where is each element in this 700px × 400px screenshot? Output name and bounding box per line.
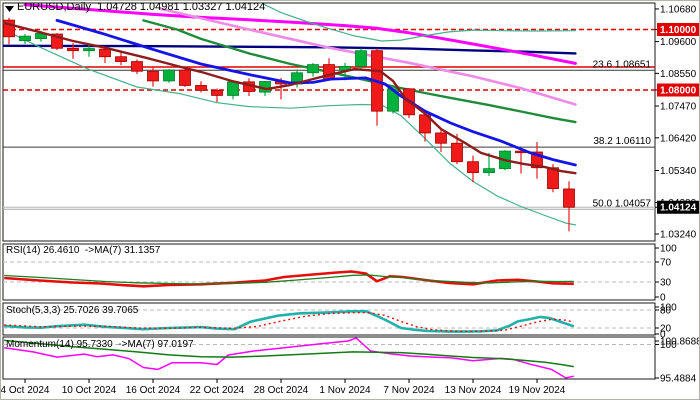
price-axis-label: 1.03240 [660,229,697,240]
fib-label: 50.0 1.04057 [593,198,652,209]
momentum-scale-label: 100 [660,340,677,351]
price-axis-label: 1.10680 [660,4,697,15]
candle-bull [307,64,319,74]
candle-bear [531,151,543,169]
candle-bull [355,50,367,67]
price-axis-label: 1.06420 [660,133,697,144]
ma-maroon [3,21,577,175]
date-axis-label: 16 Oct 2024 [126,385,181,396]
candle-bear [435,132,447,144]
rsi-ma-line [4,274,574,285]
candle-bear [179,69,191,86]
momentum-scale-label: 100.8688 [660,337,700,348]
main-chart-pane[interactable] [2,2,656,242]
stoch-main-line [4,309,575,333]
date-axis-label: 22 Oct 2024 [190,385,245,396]
candle-bull [227,81,239,96]
alert-price-label [657,83,699,97]
momentum-ma-line [4,339,574,368]
date-axis-label: 10 Oct 2024 [62,385,117,396]
fib-label: 38.2 1.06110 [593,136,651,147]
time-axis: 4 Oct 2024 10 Oct 2024 16 Oct 2024 22 Oct 2… [1,379,566,396]
momentum-pane-label: Momentum(14) 95.7330 ->MA(7) 97.0197 [6,339,194,350]
stochastic-pane-label: Stoch(5,3,3) 25.7026 39.7065 [6,304,139,316]
price-axis-label: 1.07470 [660,102,697,113]
candle-bear [563,188,575,208]
symbol-menu-icon[interactable] [4,5,16,13]
ma-blue [55,18,577,167]
current-price-label [657,200,699,214]
rsi-pane-label: RSI(14) 26.4610 ->MA(7) 31.1357 [6,245,161,256]
candle-bear [147,70,159,82]
candle-bull [19,35,31,42]
candle-bear [3,19,15,38]
rsi-scale-label: 30 [660,278,672,289]
price-axis-label: 1.09600 [660,37,697,48]
stochastic-scale-label: 100 [660,303,677,314]
price-axis-label-boxed: 1.08000 [660,86,697,97]
candle-bear [51,33,63,49]
stochastic-scale-label: 20 [660,324,672,335]
candle-bear [115,56,127,62]
stochastic-plot-group [3,309,655,333]
momentum-plot-group [3,337,655,379]
date-axis-label: 28 Oct 2024 [254,385,309,396]
candle-bear [547,167,559,190]
candle-bear [131,61,143,72]
candle-bull [83,48,95,52]
stochastic-scale-label: 0 [660,330,666,341]
date-axis-label: 7 Nov 2024 [383,385,435,396]
price-axis-label: 1.08550 [660,69,697,80]
rsi-scale-label: 0 [660,293,666,304]
ma-pink [159,7,577,106]
chart-title: EURUSD,Daily 1.04728 1.04981 1.03327 1.0… [17,1,266,13]
fib-label: 23.6 1.08651 [593,59,652,70]
stochastic-pane[interactable] [2,302,656,336]
ma-magenta [23,3,577,65]
stochastic-scale-label: 80 [660,306,672,317]
main-plot-group: 23.6 1.08651 38.2 1.06110 50.0 1.04057 [3,3,655,232]
rsi-scale-label: 100 [660,244,677,255]
price-axis: 1.10680 1.09600 1.08550 1.07470 1.06420 1.053… [655,4,699,240]
date-axis-label: 4 Oct 2024 [1,385,50,396]
candle-bear [211,89,223,96]
momentum-scale-label: 95.4884 [660,374,697,385]
candle-bear [451,142,463,163]
date-axis-label: 1 Nov 2024 [319,385,371,396]
rsi-plot-group [3,261,655,288]
rsi-scale-label: 70 [660,258,672,269]
candle-bear [323,64,335,80]
candle-bear [99,48,111,58]
alert-price-label [657,23,699,36]
price-axis-label: 1.05340 [660,166,697,177]
candle-bull [483,168,495,173]
bb-upper [259,3,577,42]
candle-bear [195,85,207,91]
price-axis-label-boxed: 1.10000 [660,25,697,36]
date-axis-label: 13 Nov 2024 [445,385,502,396]
candle-bull [163,69,175,82]
candle-bear [467,161,479,173]
date-axis-label: 19 Nov 2024 [509,385,566,396]
candle-bear [67,47,79,52]
price-axis-label-boxed: 1.04124 [660,203,697,214]
rsi-line [4,270,574,288]
